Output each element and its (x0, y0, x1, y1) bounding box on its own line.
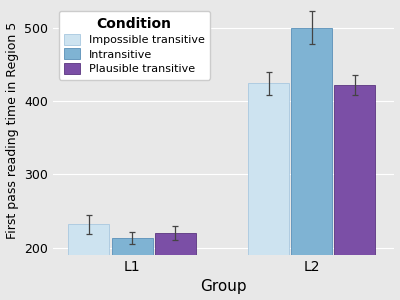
Bar (112, 238, 152, 300)
Bar (248, 83, 289, 300)
Bar (334, 85, 375, 300)
Bar (68, 224, 110, 300)
X-axis label: Group: Group (200, 279, 247, 294)
Bar (155, 233, 196, 300)
Bar (291, 28, 332, 300)
Legend: Impossible transitive, Intransitive, Plausible transitive: Impossible transitive, Intransitive, Pla… (58, 11, 210, 80)
Y-axis label: First pass reading time in Region 5: First pass reading time in Region 5 (6, 22, 18, 239)
